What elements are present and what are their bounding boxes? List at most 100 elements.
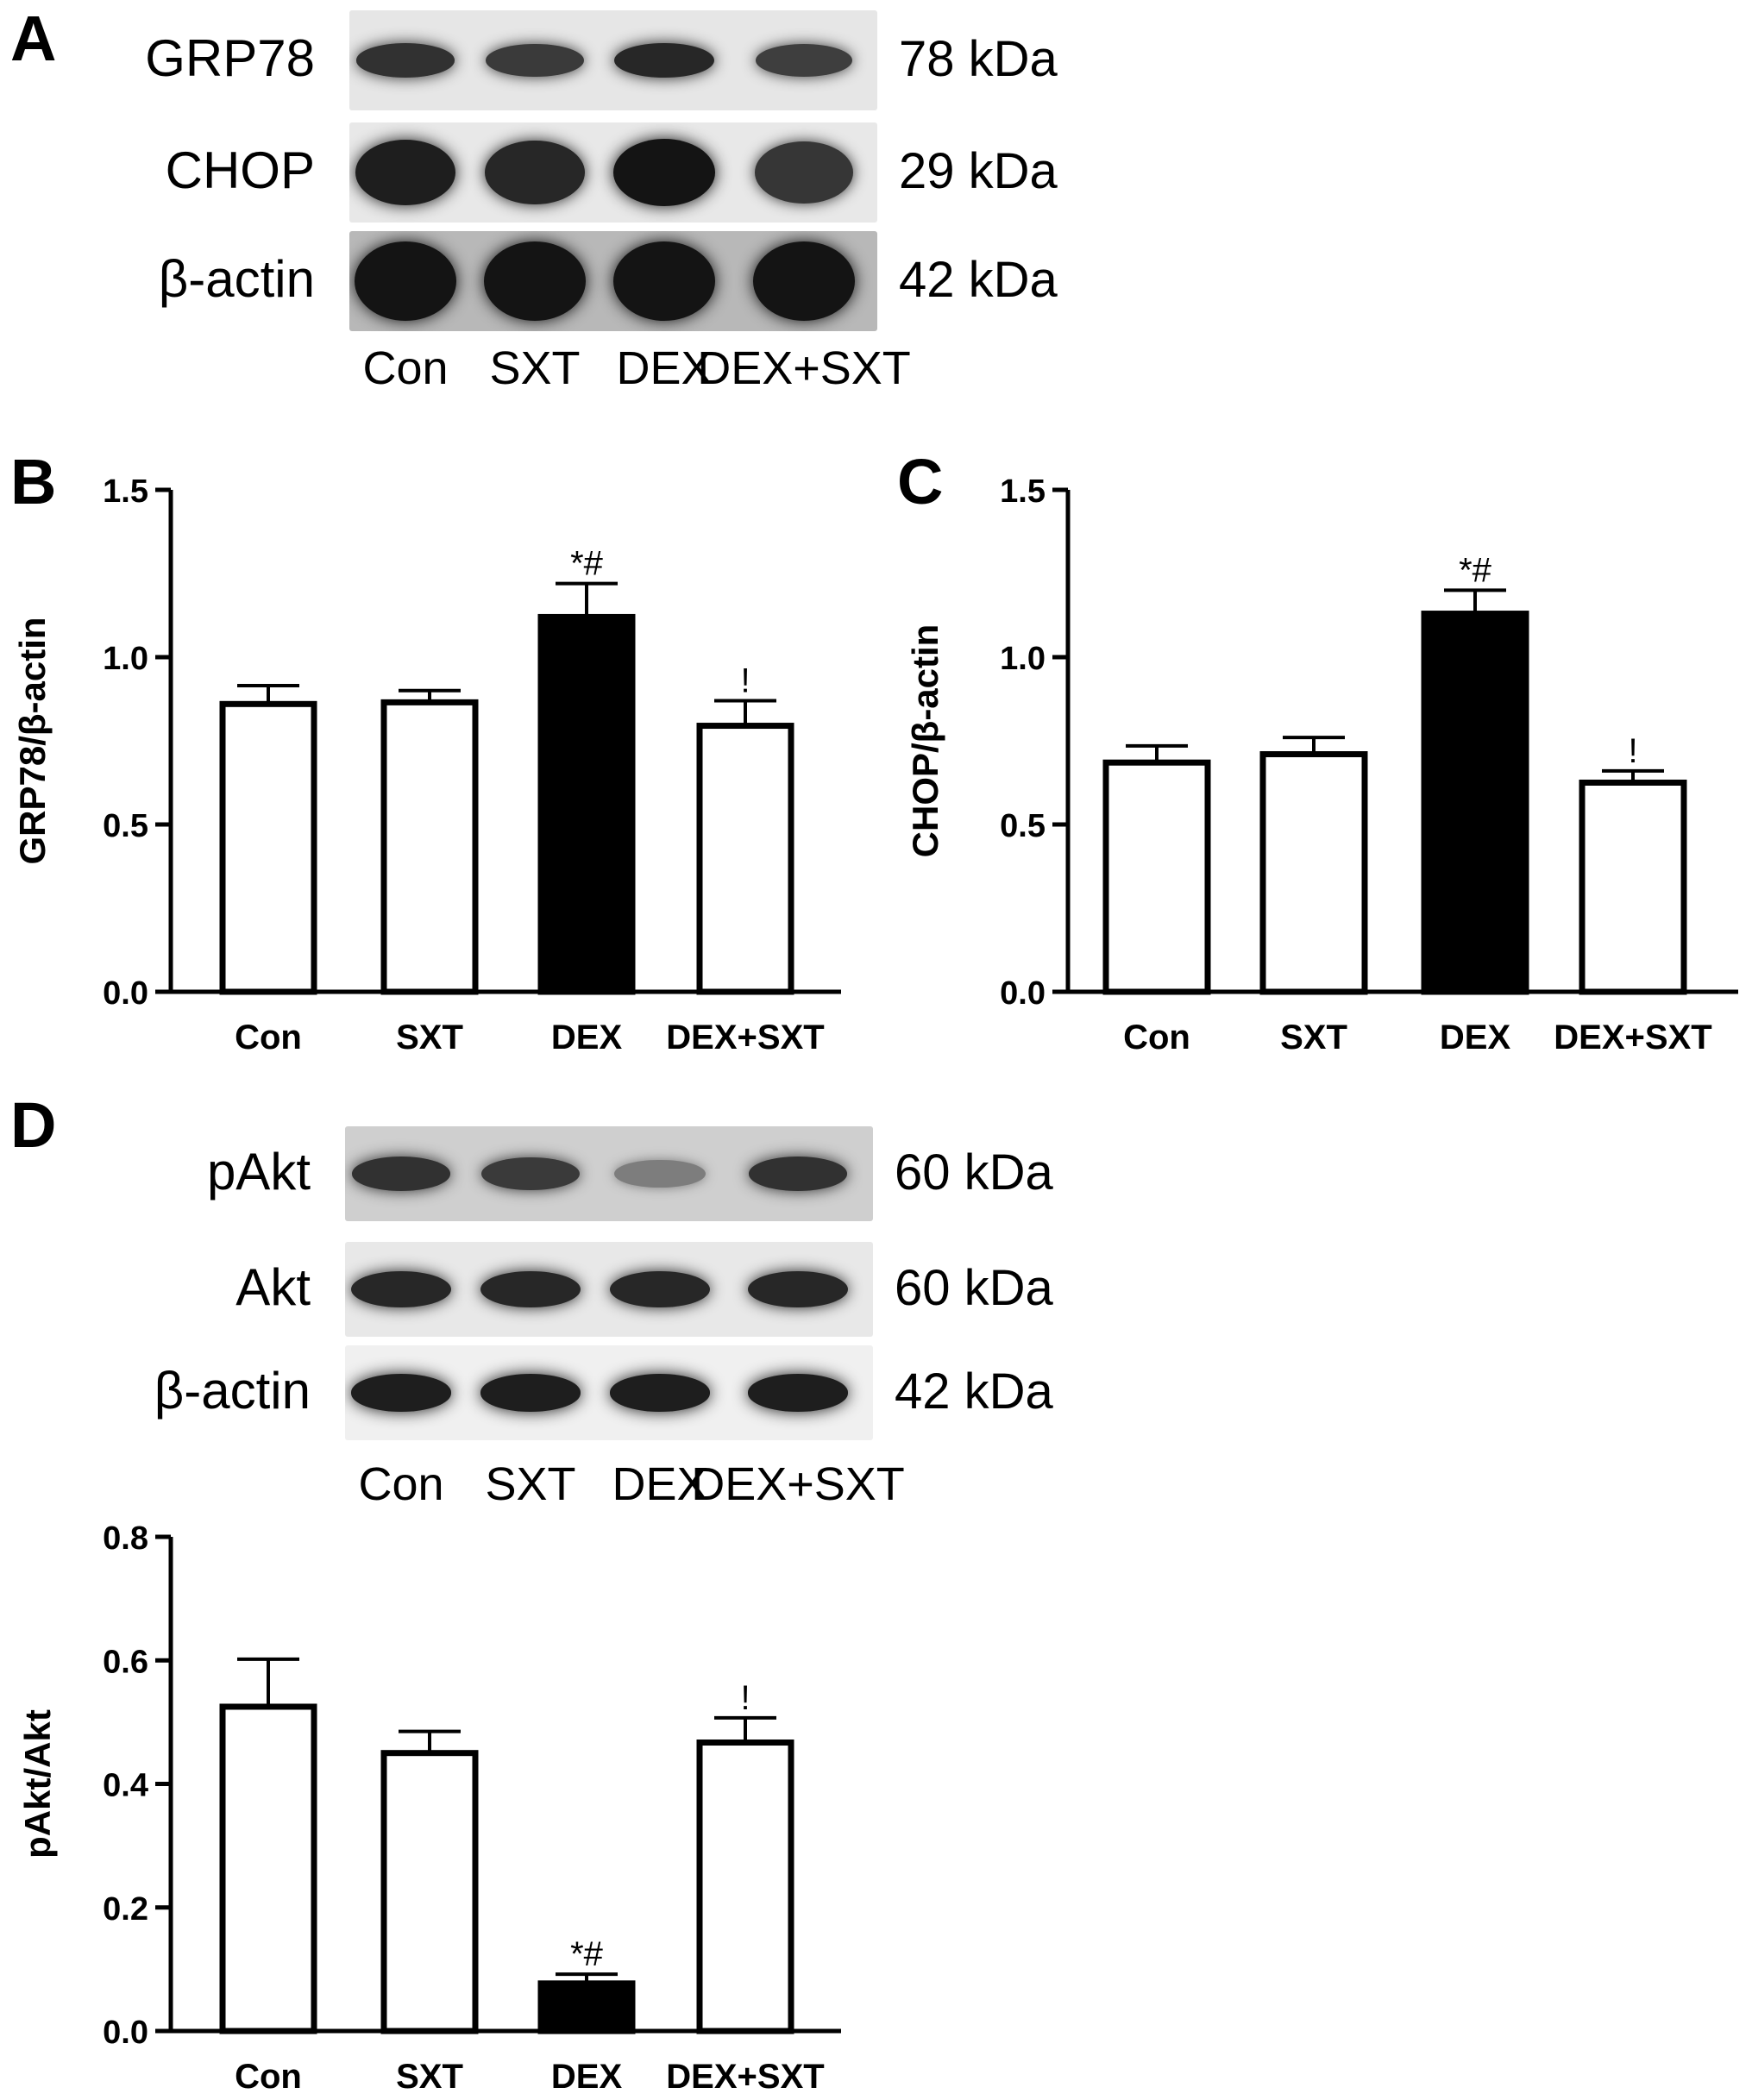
blot-band [748,1157,848,1191]
blot-size-label: 78 kDa [899,31,1058,87]
blot-band [614,42,714,78]
blot-strip [345,1345,873,1440]
y-tick-label: 1.5 [1000,473,1046,510]
blot-lane-label: DEX+SXT [697,342,911,394]
x-tick-label: DEX+SXT [666,1019,824,1056]
panel-a-letter: A [10,3,57,74]
bar-dex-sxt [1579,780,1687,995]
blot-band [755,43,853,78]
blot-strip [345,1242,873,1337]
x-tick-label: Con [1123,1019,1190,1056]
blot-strip [349,10,877,110]
y-tick-label: 1.5 [103,473,148,510]
bar-sxt [380,1750,479,2034]
blot-band [609,1374,711,1412]
x-tick-label: Con [235,2058,302,2096]
bar-dex-sxt [696,723,794,995]
blot-size-label: 60 kDa [895,1144,1053,1200]
chart-c-chop: 0.0 0.5 1.0 1.5 CHOP/β-actin Con SXT *# DEX! DEX+… [905,473,1738,1056]
blot-band [484,241,586,321]
blot-band [748,1270,848,1308]
blot-band [481,1157,580,1191]
blot-lane-label: DEX [616,342,713,394]
x-tick-label: DEX [551,2058,623,2096]
x-tick-label: DEX+SXT [666,2058,824,2096]
y-axis-label: pAkt/Akt [17,1709,58,1859]
blot-strip [349,231,877,331]
bar-sxt [380,699,479,995]
chart-b-grp78: 0.0 0.5 1.0 1.5 GRP78/β-actin Con SXT *# DEX! DEX… [12,473,841,1056]
x-tick-label: SXT [1280,1019,1347,1056]
blot-band [480,1270,581,1308]
blot-lane-label: DEX+SXT [691,1458,905,1510]
y-tick-label: 0.0 [1000,975,1046,1012]
bar-con [1102,759,1211,995]
blot-protein-label: β-actin [154,1362,311,1420]
y-tick-label: 0.8 [103,1520,148,1557]
blot-band [614,1159,706,1188]
y-axis-label: CHOP/β-actin [905,624,945,858]
y-tick-label: 1.0 [1000,641,1046,677]
x-tick-label: Con [235,1019,302,1056]
blot-lane-label: SXT [485,1458,576,1510]
panel-b-letter: B [10,446,57,517]
blot-band [747,1374,849,1412]
significance-mark: *# [570,545,604,583]
blot-protein-label: CHOP [165,141,315,199]
blot-band [613,241,715,321]
y-tick-label: 1.0 [103,641,148,677]
bar-con [219,1703,317,2034]
blot-size-label: 60 kDa [895,1260,1053,1316]
y-axis-label: GRP78/β-actin [12,617,53,864]
significance-mark: *# [570,1935,604,1973]
blot-band [355,139,456,206]
blot-band [486,43,584,78]
blot-size-label: 29 kDa [899,143,1058,199]
significance-mark: *# [1459,551,1492,589]
blot-protein-label: Akt [235,1258,311,1316]
blot-band [355,43,455,78]
bar-con [219,700,317,995]
bar-dex [537,613,636,995]
y-tick-label: 0.2 [103,1891,148,1928]
blot-band [480,1374,581,1412]
bar-sxt [1259,751,1368,995]
blot-band [351,1157,451,1191]
y-tick-label: 0.6 [103,1644,148,1680]
blot-strip [345,1126,873,1221]
y-tick-label: 0.0 [103,975,148,1012]
blot-band [610,1270,710,1308]
y-tick-label: 0.4 [103,1768,148,1804]
y-tick-label: 0.5 [103,808,148,844]
blot-lane-label: SXT [489,342,581,394]
blot-strip [349,122,877,223]
panel-c-letter: C [897,446,944,517]
blot-protein-label: pAkt [206,1143,311,1200]
y-tick-label: 0.5 [1000,808,1046,844]
bar-dex [537,1980,636,2034]
blot-size-label: 42 kDa [899,252,1058,308]
x-tick-label: SXT [396,1019,463,1056]
blot-lane-label: DEX [612,1458,708,1510]
bar-dex [1421,611,1529,995]
blot-band [355,241,456,321]
x-tick-label: DEX [1440,1019,1511,1056]
blot-band [613,139,715,206]
blot-protein-label: GRP78 [145,29,315,87]
blot-band [753,241,855,321]
x-tick-label: DEX+SXT [1554,1019,1711,1056]
blot-protein-label: β-actin [158,250,315,308]
x-tick-label: SXT [396,2058,463,2096]
panel-d-letter: D [10,1089,57,1161]
significance-mark: ! [740,661,750,699]
chart-d-pakt: 0.0 0.2 0.4 0.6 0.8 pAkt/Akt Con SXT *# DEX! DEX+S… [17,1520,841,2096]
blot-lane-label: Con [358,1458,444,1510]
blot-lane-label: Con [362,342,449,394]
significance-mark: ! [1628,732,1637,770]
y-tick-label: 0.0 [103,2015,148,2051]
bar-dex-sxt [696,1740,794,2034]
blot-band [350,1374,452,1412]
blot-band [485,140,585,205]
x-tick-label: DEX [551,1019,623,1056]
significance-mark: ! [740,1679,750,1717]
